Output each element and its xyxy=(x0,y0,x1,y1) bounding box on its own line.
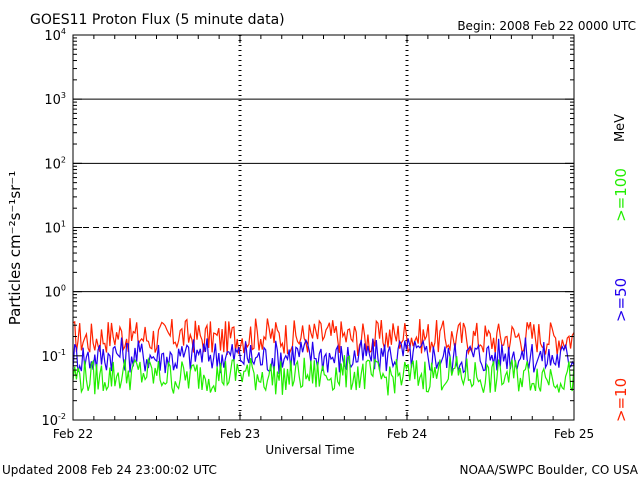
y-tick-base: 10 xyxy=(41,414,58,429)
y-tick-exponent: 3 xyxy=(61,91,66,100)
legend-entry: >=100 xyxy=(612,168,630,222)
y-tick-base: 10 xyxy=(44,157,61,172)
y-tick-exponent: 0 xyxy=(61,284,66,293)
x-tick-label: Feb 24 xyxy=(387,427,427,441)
series-line xyxy=(72,337,575,375)
credit-label: NOAA/SWPC Boulder, CO USA xyxy=(460,463,639,477)
y-tick-exponent: -1 xyxy=(58,348,66,357)
y-tick-label: 103 xyxy=(44,91,66,108)
y-tick-label: 102 xyxy=(44,155,66,172)
y-tick-base: 10 xyxy=(41,350,58,365)
series-line xyxy=(72,318,575,357)
y-tick-label: 100 xyxy=(44,284,66,301)
x-tick-label: Feb 23 xyxy=(220,427,260,441)
legend-unit: MeV xyxy=(613,114,628,142)
y-tick-label: 104 xyxy=(44,27,66,44)
y-tick-exponent: 1 xyxy=(61,220,66,229)
chart-title: GOES11 Proton Flux (5 minute data) xyxy=(30,12,285,28)
updated-label: Updated 2008 Feb 24 23:00:02 UTC xyxy=(2,463,217,477)
y-tick-base: 10 xyxy=(44,222,61,237)
legend-entry: >=10 xyxy=(612,378,630,422)
y-tick-label: 10-1 xyxy=(41,348,66,365)
y-tick-label: 101 xyxy=(44,220,66,237)
series-layer xyxy=(72,318,575,396)
x-tick-label: Feb 25 xyxy=(554,427,594,441)
legend-entry: >=50 xyxy=(612,278,630,322)
y-tick-exponent: 4 xyxy=(61,27,66,36)
y-axis-label: Particles cm⁻²s⁻¹sr⁻¹ xyxy=(6,171,24,325)
legend: >=10 >=50 >=100 MeV xyxy=(612,114,630,422)
y-tick-base: 10 xyxy=(44,286,61,301)
y-tick-base: 10 xyxy=(44,93,61,108)
x-tick-label: Feb 22 xyxy=(53,427,93,441)
x-axis-label: Universal Time xyxy=(265,443,354,457)
y-tick-exponent: 2 xyxy=(61,155,66,164)
y-tick-base: 10 xyxy=(44,29,61,44)
y-tick-label: 10-2 xyxy=(41,412,66,429)
series-line xyxy=(72,355,575,396)
begin-time-label: Begin: 2008 Feb 22 0000 UTC xyxy=(457,19,636,33)
plot-area xyxy=(73,35,574,420)
y-axis-label-text: Particles cm⁻²s⁻¹sr⁻¹ xyxy=(6,171,24,325)
y-tick-exponent: -2 xyxy=(58,412,66,421)
